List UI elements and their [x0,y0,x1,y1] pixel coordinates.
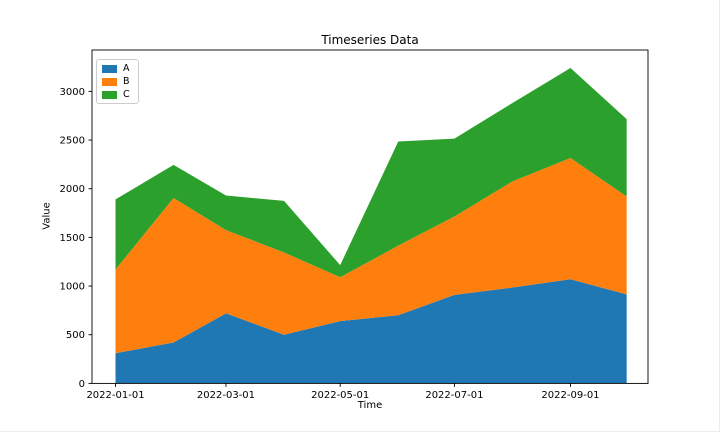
chart-title: Timeseries Data [321,33,419,47]
series-c-swatch-icon [102,90,117,99]
svg-text:2022-07-01: 2022-07-01 [425,390,483,401]
legend-label-a: A [123,63,130,74]
series-b-swatch-icon [102,77,117,86]
svg-text:2022-03-01: 2022-03-01 [197,390,255,401]
svg-text:2022-09-01: 2022-09-01 [541,390,599,401]
legend-label-b: B [123,76,130,87]
legend: A B C [96,59,139,104]
svg-text:3000: 3000 [60,87,85,98]
series-a-swatch-icon [102,64,117,73]
legend-label-c: C [123,89,130,100]
svg-text:1500: 1500 [60,233,85,244]
svg-text:2000: 2000 [60,184,85,195]
legend-item-b: B [102,77,130,86]
legend-item-c: C [102,90,130,99]
svg-text:2022-01-01: 2022-01-01 [86,390,144,401]
legend-item-a: A [102,64,130,73]
svg-text:2500: 2500 [60,136,85,147]
y-axis-label: Value [41,202,53,230]
svg-text:1000: 1000 [60,282,85,293]
svg-text:0: 0 [79,379,85,390]
svg-text:500: 500 [66,330,85,341]
svg-text:2022-05-01: 2022-05-01 [311,390,369,401]
x-axis-label: Time [357,400,383,411]
